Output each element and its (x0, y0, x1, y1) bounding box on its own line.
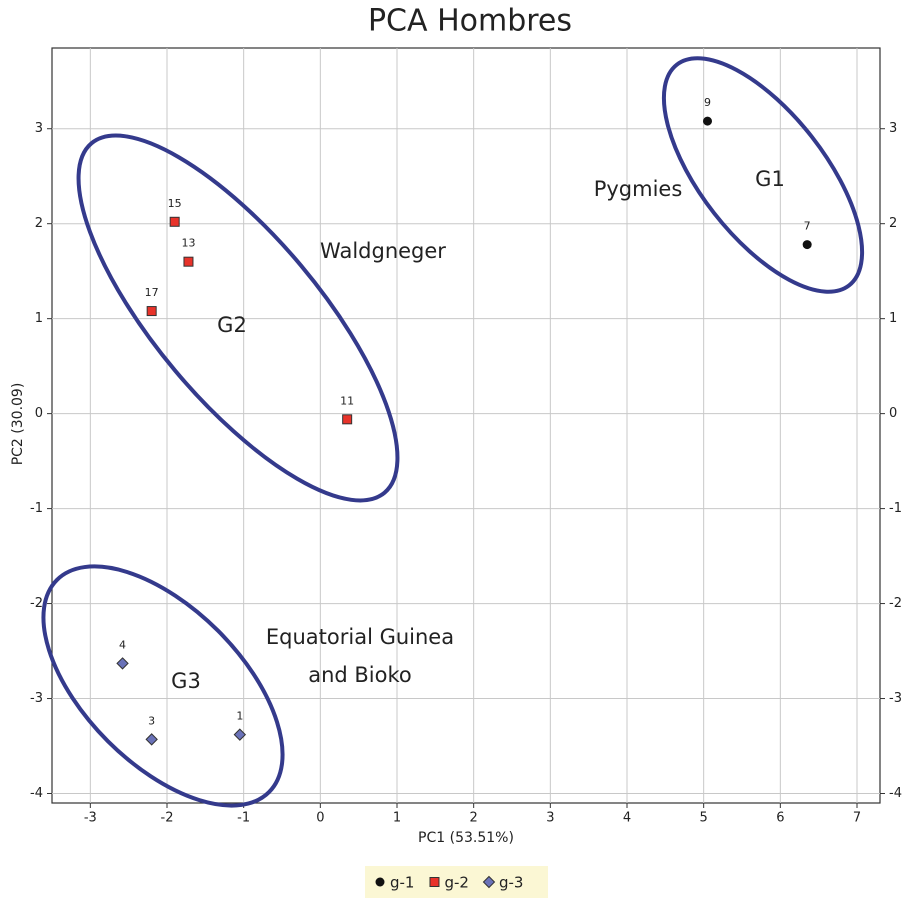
annotation: Pygmies (594, 177, 683, 201)
point (116, 657, 129, 670)
legend-box (365, 866, 548, 898)
y-tick-label: -3 (30, 691, 43, 706)
legend-marker (375, 877, 385, 887)
legend-label: g-2 (444, 874, 468, 892)
point (146, 306, 157, 317)
point-label: 4 (119, 638, 126, 651)
x-tick-label: 4 (623, 811, 631, 826)
x-tick-label: -1 (237, 811, 250, 826)
y-axis-label: PC2 (30.09) (10, 383, 26, 466)
y-tick-label: 3 (35, 121, 43, 136)
group-ellipse (76, 133, 400, 503)
point (802, 240, 812, 250)
point-label: 9 (704, 96, 711, 109)
annotation: Equatorial Guinea (266, 625, 454, 649)
point (183, 256, 194, 267)
point-label: 13 (181, 237, 195, 250)
x-tick-label: -2 (161, 811, 174, 826)
y-tick-label-right: -2 (889, 596, 902, 611)
point-label: 11 (340, 394, 354, 407)
point-label: 3 (148, 714, 155, 727)
y-tick-label-right: 1 (889, 311, 897, 326)
legend-marker (482, 875, 496, 889)
point (145, 733, 158, 746)
annotation: G2 (217, 313, 247, 337)
point-label: 1 (236, 710, 243, 723)
x-axis-label: PC1 (53.51%) (418, 830, 514, 846)
legend-label: g-3 (499, 874, 523, 892)
x-tick-label: 2 (470, 811, 478, 826)
y-tick-label: -2 (30, 596, 43, 611)
annotation: G3 (171, 669, 201, 693)
legend-label: g-1 (390, 874, 414, 892)
y-tick-label-right: 3 (889, 121, 897, 136)
x-tick-label: 6 (776, 811, 784, 826)
y-tick-label: 2 (35, 216, 43, 231)
point (233, 728, 247, 741)
annotation: Waldgneger (320, 239, 446, 263)
annotation: and Bioko (308, 663, 412, 687)
y-tick-label: -1 (30, 501, 43, 516)
point-label: 7 (804, 220, 811, 233)
point-label: 17 (145, 286, 159, 299)
y-tick-label-right: 0 (889, 406, 897, 421)
x-tick-label: 5 (700, 811, 708, 826)
y-tick-label-right: -1 (889, 501, 902, 516)
group-ellipse (41, 564, 285, 808)
point (703, 116, 712, 126)
x-tick-label: -3 (84, 811, 97, 826)
point (342, 414, 353, 425)
plot-area (51, 47, 881, 804)
y-tick-label: 1 (35, 311, 43, 326)
point-label: 15 (168, 197, 182, 210)
legend-marker (429, 877, 440, 887)
y-tick-label-right: -4 (889, 786, 902, 801)
y-tick-label: 0 (35, 406, 43, 421)
x-tick-label: 7 (853, 811, 861, 826)
annotation: G1 (755, 167, 785, 191)
group-ellipse (661, 56, 865, 294)
x-tick-label: 3 (546, 811, 554, 826)
x-tick-label: 0 (316, 811, 324, 826)
y-tick-label-right: 2 (889, 216, 897, 231)
chart-title: PCA Hombres (368, 4, 572, 39)
y-tick-label: -4 (30, 786, 43, 801)
point (169, 216, 180, 227)
y-tick-label-right: -3 (889, 691, 902, 706)
x-tick-label: 1 (393, 811, 401, 826)
